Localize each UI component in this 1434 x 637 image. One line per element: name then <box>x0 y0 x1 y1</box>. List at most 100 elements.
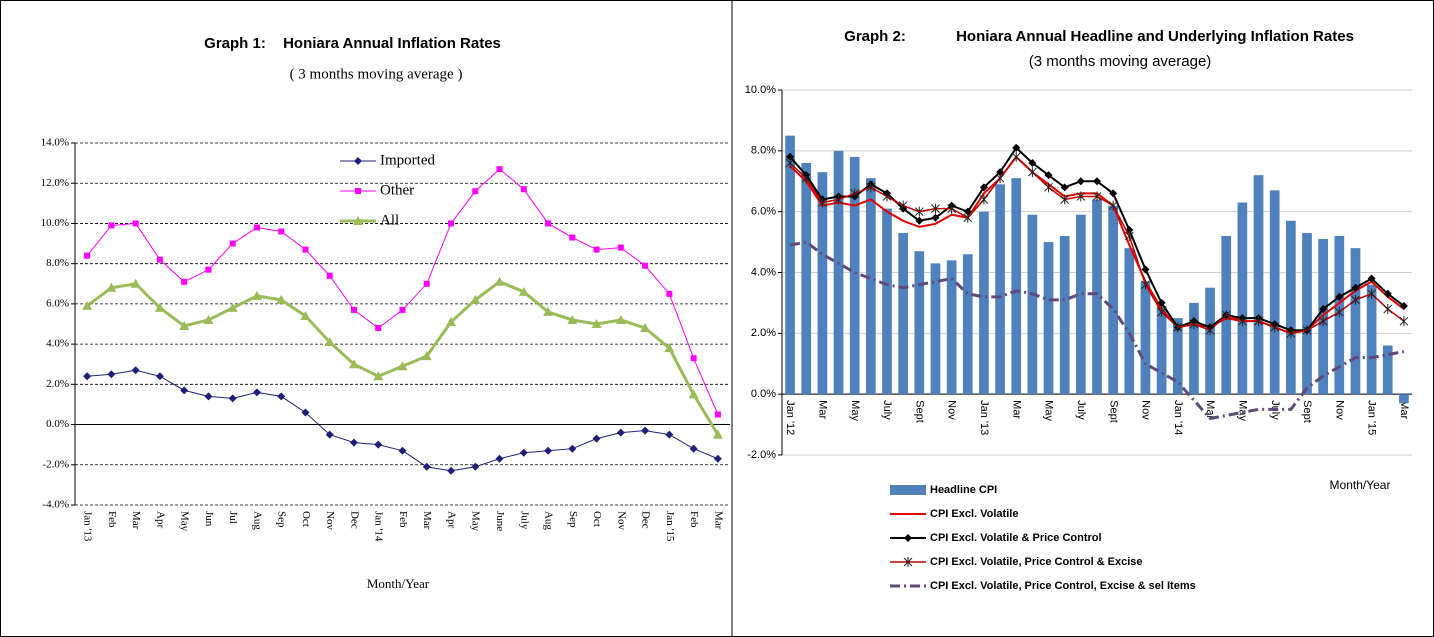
bar <box>1043 242 1054 395</box>
point-marker <box>1254 316 1263 327</box>
point-marker <box>130 278 141 288</box>
point-marker <box>107 370 116 379</box>
y-tick-label: 8.0% <box>46 257 69 269</box>
point-marker <box>963 212 973 223</box>
point-marker <box>882 191 892 202</box>
y-tick-label: 8.0% <box>751 145 776 157</box>
y-tick-label: -4.0% <box>42 499 69 511</box>
point-marker <box>1109 189 1118 198</box>
bar <box>962 254 973 395</box>
bar <box>1253 175 1264 395</box>
point-marker <box>1060 194 1070 205</box>
bar <box>1366 284 1377 395</box>
point-marker <box>325 430 334 439</box>
x-tick-label: Sept <box>913 400 925 423</box>
point-marker <box>931 213 940 222</box>
bar <box>882 208 892 395</box>
point-marker <box>642 262 649 269</box>
point-marker <box>374 440 383 449</box>
point-marker <box>1399 316 1409 327</box>
x-tick-label: Mar <box>130 511 142 530</box>
y-tick-label: 4.0% <box>46 338 69 350</box>
legend-label: CPI Excl. Volatile, Price Control, Excis… <box>930 580 1196 592</box>
legend-swatch <box>890 485 926 495</box>
point-marker <box>591 319 602 328</box>
bar <box>1156 305 1167 395</box>
x-tick-label: Aug <box>251 511 263 530</box>
x-tick-label: Jun <box>203 511 215 527</box>
chart-subtitle: (3 months moving average) <box>1029 53 1212 70</box>
bar <box>1302 232 1312 395</box>
series-line <box>86 168 719 415</box>
point-marker <box>253 224 260 231</box>
point-marker <box>690 355 697 362</box>
point-marker <box>665 430 674 439</box>
chart-title: Honiara Annual Headline and Underlying I… <box>956 28 1354 45</box>
point-marker <box>979 183 988 192</box>
bar <box>817 172 828 395</box>
point-marker <box>1141 265 1150 274</box>
x-axis-title: Month/Year <box>367 576 430 591</box>
graph-number: Graph 2: <box>844 28 906 45</box>
point-marker <box>518 286 529 296</box>
point-marker <box>131 366 140 375</box>
point-marker <box>850 188 860 199</box>
point-marker <box>354 157 362 165</box>
point-marker <box>1351 283 1360 292</box>
point-marker <box>1221 310 1231 321</box>
bar <box>1189 302 1199 395</box>
point-marker <box>276 294 287 304</box>
point-marker <box>866 182 876 193</box>
point-marker <box>398 446 407 455</box>
point-marker <box>1205 325 1215 336</box>
x-tick-label: May <box>470 511 482 532</box>
x-tick-label: Aug <box>543 511 555 530</box>
point-marker <box>326 272 333 279</box>
chart-subtitle: ( 3 months moving average ) <box>290 66 463 82</box>
point-marker <box>227 302 238 312</box>
point-marker <box>180 386 189 395</box>
legend-label: CPI Excl. Volatile <box>930 508 1018 520</box>
x-tick-label: Mar <box>1010 400 1022 419</box>
x-tick-label: Jan '12 <box>784 400 796 435</box>
chart-title: Honiara Annual Inflation Rates <box>283 35 501 52</box>
point-marker <box>689 444 698 453</box>
x-tick-label: Jan '15 <box>664 511 676 542</box>
y-tick-label: 4.0% <box>751 266 776 278</box>
point-marker <box>947 203 956 214</box>
point-marker <box>300 310 311 320</box>
y-tick-label: 2.0% <box>46 378 69 390</box>
point-marker <box>1108 200 1118 211</box>
bar <box>946 260 957 395</box>
bar <box>1350 248 1361 395</box>
y-tick-label: -2.0% <box>747 449 776 461</box>
bar <box>1108 205 1118 395</box>
point-marker <box>472 188 479 195</box>
x-axis-title: Month/Year <box>1330 478 1391 492</box>
legend-label: Other <box>380 182 414 198</box>
point-marker <box>544 446 553 455</box>
point-marker <box>1189 319 1199 330</box>
point-marker <box>1124 231 1134 241</box>
y-tick-label: -2.0% <box>42 458 69 470</box>
point-marker <box>228 394 237 403</box>
point-marker <box>995 173 1005 184</box>
point-marker <box>203 314 214 324</box>
x-tick-label: June <box>494 511 506 531</box>
point-marker <box>1383 289 1392 298</box>
x-tick-label: Jan '15 <box>1366 400 1378 435</box>
bar <box>1092 199 1102 395</box>
point-marker <box>132 220 139 227</box>
bar <box>1124 248 1135 395</box>
point-marker <box>1028 159 1037 167</box>
point-marker <box>1060 183 1069 192</box>
x-tick-label: May <box>849 400 861 421</box>
point-marker <box>1028 167 1037 178</box>
point-marker <box>1076 191 1086 202</box>
point-marker <box>471 462 480 471</box>
point-marker <box>1302 325 1312 336</box>
point-marker <box>470 294 481 304</box>
point-marker <box>592 434 601 443</box>
